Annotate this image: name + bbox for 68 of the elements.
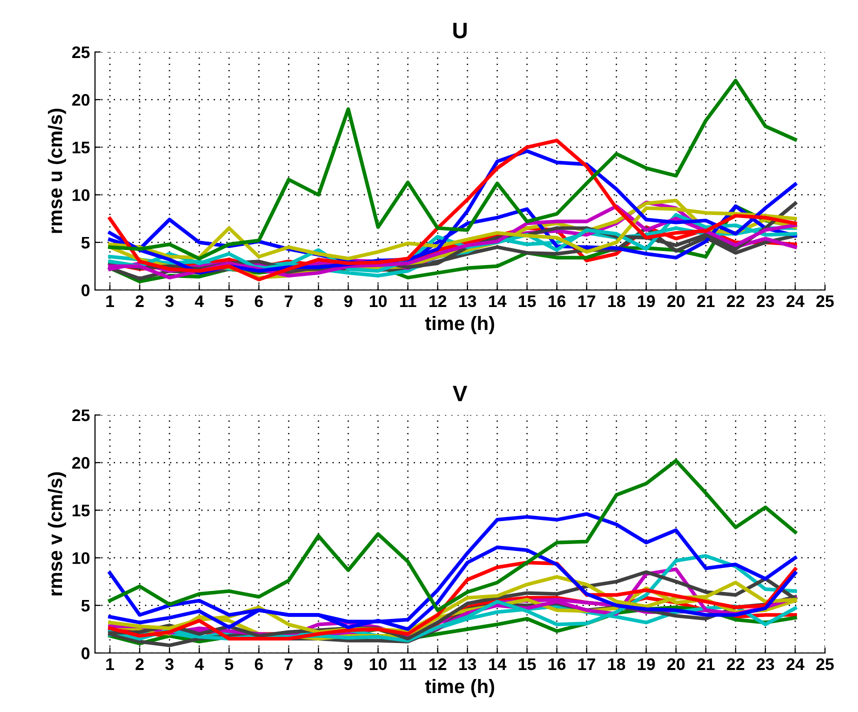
x-tick-label: 21 (697, 658, 715, 670)
x-tick-label: 9 (344, 658, 352, 670)
x-tick-label: 3 (165, 658, 174, 670)
x-tick-label: 16 (548, 658, 566, 670)
y-tick-label: 5 (81, 600, 90, 612)
x-tick-label: 12 (429, 295, 446, 307)
x-tick-label: 7 (284, 658, 293, 670)
y-axis-title: rmse u (cm/s) (48, 108, 66, 233)
x-tick-label: 14 (489, 295, 506, 307)
x-tick-label: 21 (697, 295, 715, 307)
x-tick-label: 16 (548, 295, 566, 308)
x-tick-label: 25 (816, 295, 834, 308)
y-tick-label: 15 (72, 504, 90, 516)
x-tick-label: 11 (400, 658, 416, 670)
x-tick-label: 15 (518, 658, 536, 670)
x-tick-label: 25 (816, 658, 834, 670)
x-tick-label: 4 (194, 295, 204, 307)
x-tick-label: 24 (786, 295, 804, 307)
y-tick-label: 0 (82, 284, 90, 296)
x-axis-title: time (h) (425, 678, 494, 698)
x-tick-label: 20 (667, 658, 685, 670)
x-tick-label: 17 (578, 295, 596, 307)
y-tick-label: 0 (82, 647, 90, 660)
x-tick-label: 5 (224, 295, 234, 308)
y-axis-title: rmse v (cm/s) (48, 472, 66, 596)
y-tick-label: 25 (72, 46, 90, 58)
y-tick-label: 25 (72, 409, 90, 422)
y-tick-label: 10 (72, 552, 90, 564)
x-tick-label: 3 (165, 295, 174, 308)
x-tick-label: 22 (726, 658, 744, 670)
x-tick-label: 17 (578, 658, 596, 670)
x-tick-label: 9 (344, 295, 352, 308)
x-tick-label: 6 (254, 295, 263, 308)
x-tick-label: 2 (136, 295, 144, 307)
chart-title: V (452, 386, 468, 402)
y-tick-label: 15 (72, 142, 90, 154)
x-tick-label: 10 (370, 658, 387, 670)
x-tick-label: 2 (136, 658, 144, 670)
x-tick-label: 24 (786, 658, 804, 670)
x-tick-label: 6 (254, 658, 263, 670)
chart-title: U (453, 22, 467, 38)
x-tick-label: 7 (284, 295, 293, 307)
x-tick-label: 13 (459, 295, 476, 308)
x-tick-label: 11 (400, 295, 416, 307)
x-tick-label: 14 (489, 658, 506, 670)
x-tick-label: 18 (608, 295, 626, 308)
x-tick-label: 8 (314, 658, 323, 670)
x-tick-label: 19 (638, 295, 655, 308)
x-tick-label: 5 (224, 658, 234, 670)
y-tick-label: 20 (72, 94, 90, 106)
x-tick-label: 4 (194, 658, 204, 670)
y-tick-label: 5 (81, 236, 90, 249)
x-tick-label: 10 (370, 295, 387, 308)
x-tick-label: 1 (106, 295, 114, 307)
y-tick-label: 20 (72, 457, 90, 469)
x-tick-label: 1 (106, 658, 114, 670)
x-axis-title: time (h) (425, 316, 494, 334)
x-tick-label: 22 (726, 295, 744, 307)
x-tick-label: 18 (608, 658, 626, 670)
x-tick-label: 8 (314, 295, 323, 308)
x-tick-label: 19 (638, 658, 655, 670)
x-tick-label: 23 (756, 658, 774, 670)
x-tick-label: 15 (518, 295, 536, 308)
y-tick-label: 10 (72, 189, 90, 202)
x-tick-label: 12 (429, 658, 446, 670)
x-tick-label: 23 (756, 295, 774, 308)
x-tick-label: 13 (459, 658, 476, 670)
x-tick-label: 20 (667, 295, 685, 308)
